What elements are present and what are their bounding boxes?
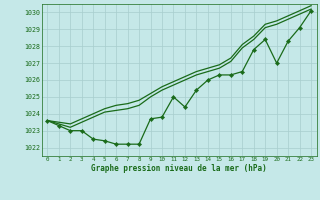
X-axis label: Graphe pression niveau de la mer (hPa): Graphe pression niveau de la mer (hPa) [91, 164, 267, 173]
